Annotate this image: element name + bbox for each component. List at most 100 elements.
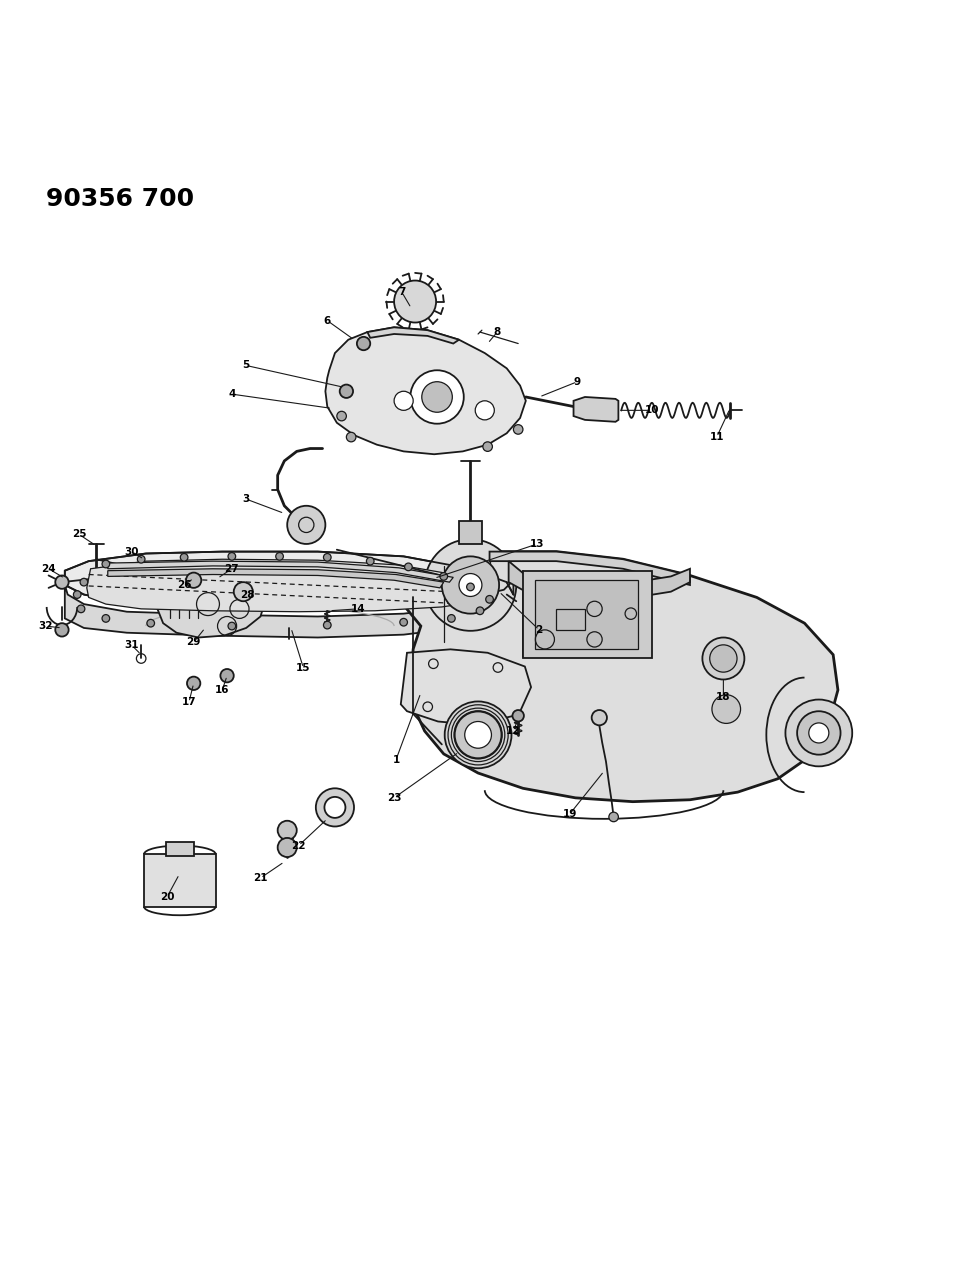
Circle shape <box>591 710 607 725</box>
Circle shape <box>73 590 81 598</box>
Circle shape <box>287 506 325 544</box>
Text: 11: 11 <box>709 432 724 442</box>
Circle shape <box>102 560 109 567</box>
Circle shape <box>442 556 499 613</box>
Text: 22: 22 <box>292 840 306 850</box>
Polygon shape <box>86 560 492 612</box>
Circle shape <box>465 722 492 748</box>
Circle shape <box>102 615 109 622</box>
Text: 6: 6 <box>324 316 331 325</box>
Circle shape <box>424 539 516 631</box>
Circle shape <box>483 442 492 451</box>
Text: 31: 31 <box>125 640 139 650</box>
Text: 23: 23 <box>387 793 401 803</box>
Polygon shape <box>368 328 459 343</box>
Circle shape <box>77 606 84 613</box>
Circle shape <box>347 432 356 442</box>
Text: 8: 8 <box>493 328 501 337</box>
Circle shape <box>703 638 744 680</box>
Circle shape <box>447 615 455 622</box>
Bar <box>557 609 585 630</box>
Circle shape <box>340 385 353 398</box>
Polygon shape <box>573 397 618 422</box>
Circle shape <box>455 711 501 759</box>
Polygon shape <box>400 649 531 725</box>
Circle shape <box>797 711 841 755</box>
Text: 28: 28 <box>240 589 254 599</box>
Circle shape <box>56 575 68 589</box>
Circle shape <box>180 553 188 561</box>
Text: 14: 14 <box>350 604 365 613</box>
Polygon shape <box>65 583 507 638</box>
Circle shape <box>421 381 452 412</box>
Polygon shape <box>490 552 690 585</box>
Circle shape <box>399 618 407 626</box>
Circle shape <box>80 579 87 586</box>
Circle shape <box>228 622 235 630</box>
Circle shape <box>709 645 737 672</box>
Text: 7: 7 <box>398 287 405 297</box>
Circle shape <box>785 700 852 766</box>
Text: 16: 16 <box>215 685 229 695</box>
Bar <box>459 521 482 544</box>
Bar <box>523 571 652 658</box>
Circle shape <box>475 400 494 419</box>
Circle shape <box>440 572 447 580</box>
Text: 30: 30 <box>125 547 139 557</box>
Circle shape <box>514 425 523 435</box>
Circle shape <box>486 595 493 603</box>
Text: 27: 27 <box>225 564 239 574</box>
Polygon shape <box>108 561 453 583</box>
Text: 17: 17 <box>181 697 196 708</box>
Text: 20: 20 <box>159 892 174 903</box>
Circle shape <box>228 552 235 560</box>
Text: 5: 5 <box>243 361 250 371</box>
Circle shape <box>395 280 436 323</box>
Text: 3: 3 <box>243 495 250 504</box>
Polygon shape <box>108 569 444 588</box>
Circle shape <box>367 557 374 565</box>
Text: 19: 19 <box>563 810 577 819</box>
Text: 18: 18 <box>716 691 731 701</box>
Bar <box>144 854 216 907</box>
Text: 15: 15 <box>297 663 311 673</box>
Circle shape <box>276 552 283 560</box>
Circle shape <box>137 556 145 564</box>
Circle shape <box>337 412 347 421</box>
Circle shape <box>404 564 412 571</box>
Text: 25: 25 <box>72 529 86 539</box>
Text: 10: 10 <box>644 405 660 416</box>
Circle shape <box>809 723 828 743</box>
Polygon shape <box>65 552 514 606</box>
Circle shape <box>467 583 474 590</box>
Polygon shape <box>509 561 690 599</box>
Circle shape <box>233 583 252 602</box>
Circle shape <box>712 695 740 723</box>
Text: 24: 24 <box>41 564 56 574</box>
Circle shape <box>277 838 297 857</box>
Circle shape <box>187 677 201 690</box>
Circle shape <box>316 788 354 826</box>
Circle shape <box>513 710 524 722</box>
Text: 13: 13 <box>530 539 544 550</box>
Text: 29: 29 <box>186 638 201 648</box>
Circle shape <box>444 701 512 769</box>
Text: 9: 9 <box>574 376 581 386</box>
Circle shape <box>410 370 464 423</box>
Text: 4: 4 <box>228 389 235 399</box>
Circle shape <box>459 574 482 597</box>
Circle shape <box>186 572 202 588</box>
Polygon shape <box>398 552 838 802</box>
Circle shape <box>395 391 413 411</box>
Text: 32: 32 <box>38 621 53 631</box>
Circle shape <box>324 553 331 561</box>
Circle shape <box>357 337 371 351</box>
Circle shape <box>147 620 155 627</box>
Circle shape <box>476 607 484 615</box>
Circle shape <box>56 623 68 636</box>
Circle shape <box>324 797 346 817</box>
Circle shape <box>324 621 331 629</box>
Text: 21: 21 <box>253 873 268 884</box>
Circle shape <box>609 812 618 821</box>
Text: 1: 1 <box>393 755 399 765</box>
